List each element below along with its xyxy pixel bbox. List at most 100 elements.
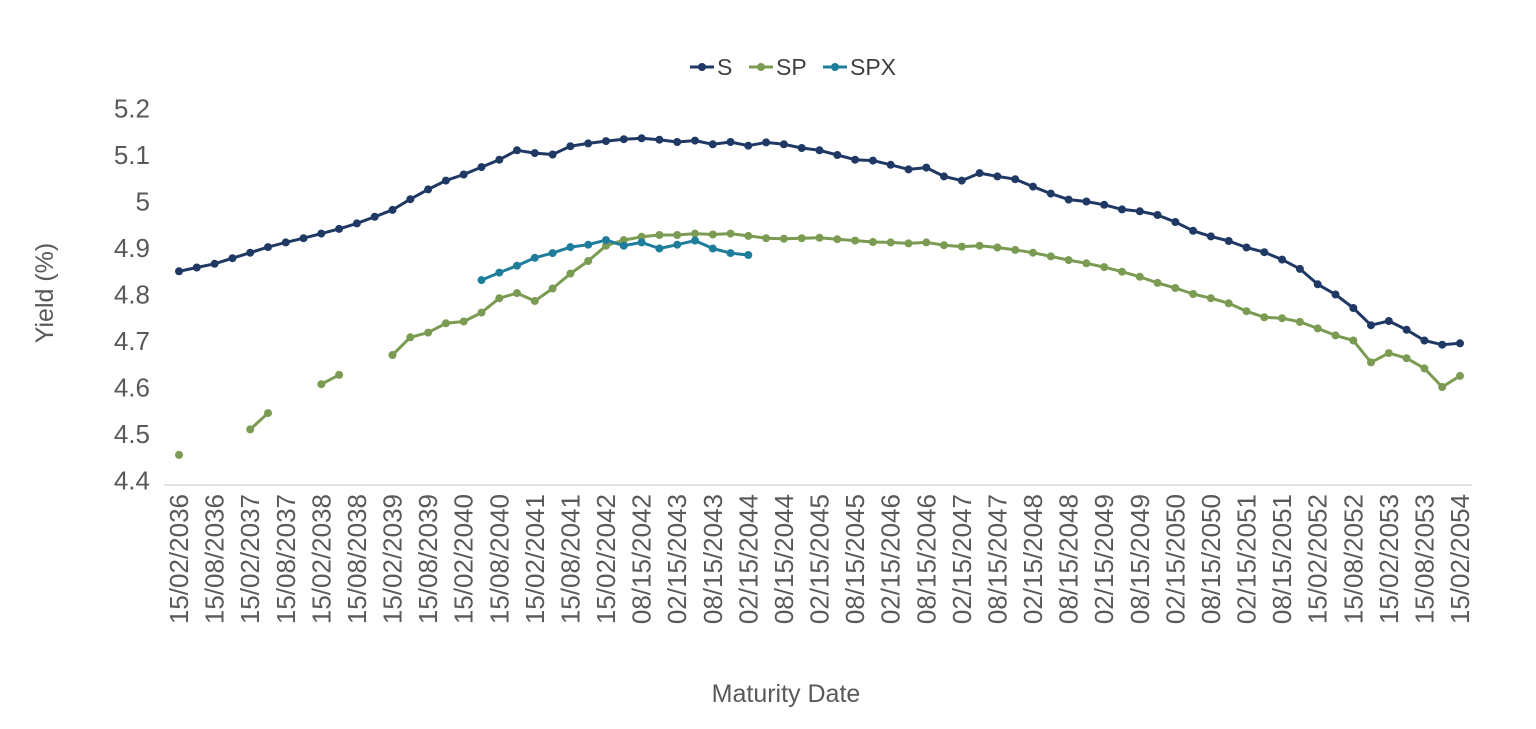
series-marker-SP — [335, 370, 344, 379]
y-tick-label: 5.2 — [114, 94, 150, 124]
x-tick-label: 02/15/2047 — [947, 494, 977, 624]
series-marker-SPX — [744, 251, 753, 259]
series-marker-SP — [1260, 313, 1269, 322]
x-tick-label: 08/15/2048 — [1054, 494, 1084, 624]
series-marker-S — [1189, 226, 1198, 235]
series-marker-SP — [726, 229, 735, 238]
series-marker-SPX — [602, 236, 610, 245]
x-tick-label: 15/08/2041 — [555, 494, 585, 624]
series-marker-SP — [1313, 324, 1322, 333]
series-marker-S — [833, 151, 842, 159]
y-tick-label: 4.4 — [114, 466, 150, 496]
legend-label-SP: SP — [776, 54, 807, 80]
x-tick-label: 15/08/2038 — [342, 494, 372, 624]
series-marker-SP — [1064, 256, 1073, 265]
x-tick-label: 08/15/2042 — [627, 494, 657, 624]
y-tick-label: 4.8 — [114, 280, 150, 310]
series-marker-SPX — [566, 243, 575, 252]
x-tick-label: 08/15/2047 — [982, 494, 1012, 624]
series-marker-S — [1242, 243, 1251, 252]
x-tick-label: 15/08/2039 — [413, 494, 443, 624]
legend-marker-SPX — [831, 63, 839, 71]
x-tick-label: 15/02/2041 — [520, 494, 550, 624]
series-marker-S — [530, 149, 539, 158]
y-axis-title: Yield (%) — [31, 242, 59, 344]
series-marker-SP — [1349, 336, 1358, 345]
series-marker-S — [192, 263, 201, 272]
series-marker-SP — [1224, 299, 1233, 308]
series-marker-SP — [797, 234, 806, 243]
series-marker-S — [548, 150, 557, 159]
series-marker-S — [1420, 336, 1429, 345]
series-marker-SPX — [584, 240, 593, 249]
series-marker-S — [1118, 205, 1126, 214]
series-marker-SP — [762, 234, 771, 243]
series-marker-S — [673, 138, 682, 146]
series-marker-SP — [1420, 364, 1429, 373]
x-tick-label: 15/08/2040 — [484, 494, 514, 624]
x-tick-label: 02/15/2048 — [1018, 494, 1048, 624]
series-marker-S — [1313, 280, 1322, 289]
series-marker-SP — [1082, 259, 1091, 268]
series-marker-SP — [904, 239, 913, 248]
series-marker-SP — [388, 351, 397, 359]
x-tick-label: 15/02/2040 — [449, 494, 479, 624]
x-tick-label: 02/15/2049 — [1089, 494, 1119, 624]
series-marker-SPX — [495, 268, 504, 277]
series-marker-S — [406, 195, 415, 204]
series-marker-S — [619, 135, 628, 144]
series-marker-S — [210, 259, 219, 268]
x-tick-label: 02/15/2045 — [805, 494, 835, 624]
series-marker-SPX — [637, 238, 646, 247]
series-marker-S — [1224, 237, 1233, 245]
series-marker-SP — [1011, 245, 1020, 254]
series-line-SP — [248, 411, 270, 431]
series-marker-SP — [851, 236, 860, 245]
series-marker-SP — [691, 229, 699, 238]
series-marker-S — [1206, 232, 1215, 241]
series-marker-S — [246, 248, 255, 257]
y-tick-label: 4.7 — [114, 326, 150, 356]
series-marker-SP — [424, 328, 433, 337]
x-tick-label: 02/15/2051 — [1232, 494, 1262, 624]
series-marker-SP — [246, 425, 255, 434]
series-marker-SPX — [548, 249, 557, 258]
series-S — [175, 134, 1464, 349]
series-marker-SP — [530, 297, 539, 305]
series-marker-SP — [584, 257, 593, 265]
series-marker-SP — [548, 284, 557, 293]
x-tick-label: 15/08/2037 — [271, 494, 301, 624]
x-tick-label: 15/02/2052 — [1303, 494, 1333, 624]
series-SPX — [477, 236, 753, 285]
series-marker-SP — [1029, 248, 1037, 257]
series-marker-S — [1029, 182, 1037, 191]
series-marker-SP — [1295, 317, 1304, 326]
series-marker-SP — [744, 231, 753, 240]
series-marker-SP — [815, 233, 824, 242]
series-marker-SP — [441, 319, 450, 328]
series-marker-S — [957, 176, 966, 185]
x-tick-label: 02/15/2044 — [733, 494, 763, 624]
series-marker-SP — [1384, 349, 1393, 358]
series-marker-S — [1438, 340, 1447, 349]
series-marker-SP — [1046, 252, 1055, 261]
series-marker-S — [779, 140, 788, 149]
series-marker-SP — [1438, 383, 1447, 391]
series-marker-S — [1100, 200, 1109, 209]
series-marker-S — [459, 170, 468, 179]
series-marker-S — [815, 146, 824, 155]
x-tick-label: 15/08/2052 — [1338, 494, 1368, 624]
series-marker-SP — [637, 232, 646, 241]
legend-item-SP: SP — [749, 54, 807, 80]
series-marker-SPX — [477, 276, 486, 285]
series-marker-S — [495, 155, 504, 164]
series-marker-S — [726, 138, 735, 146]
series-SP — [175, 229, 1464, 459]
series-marker-S — [708, 140, 717, 149]
series-marker-S — [264, 243, 272, 252]
series-marker-SP — [406, 333, 415, 342]
series-marker-SP — [957, 242, 966, 251]
series-marker-SP — [495, 294, 504, 303]
x-tick-label: 15/02/2042 — [591, 494, 621, 624]
series-marker-SP — [566, 269, 575, 278]
